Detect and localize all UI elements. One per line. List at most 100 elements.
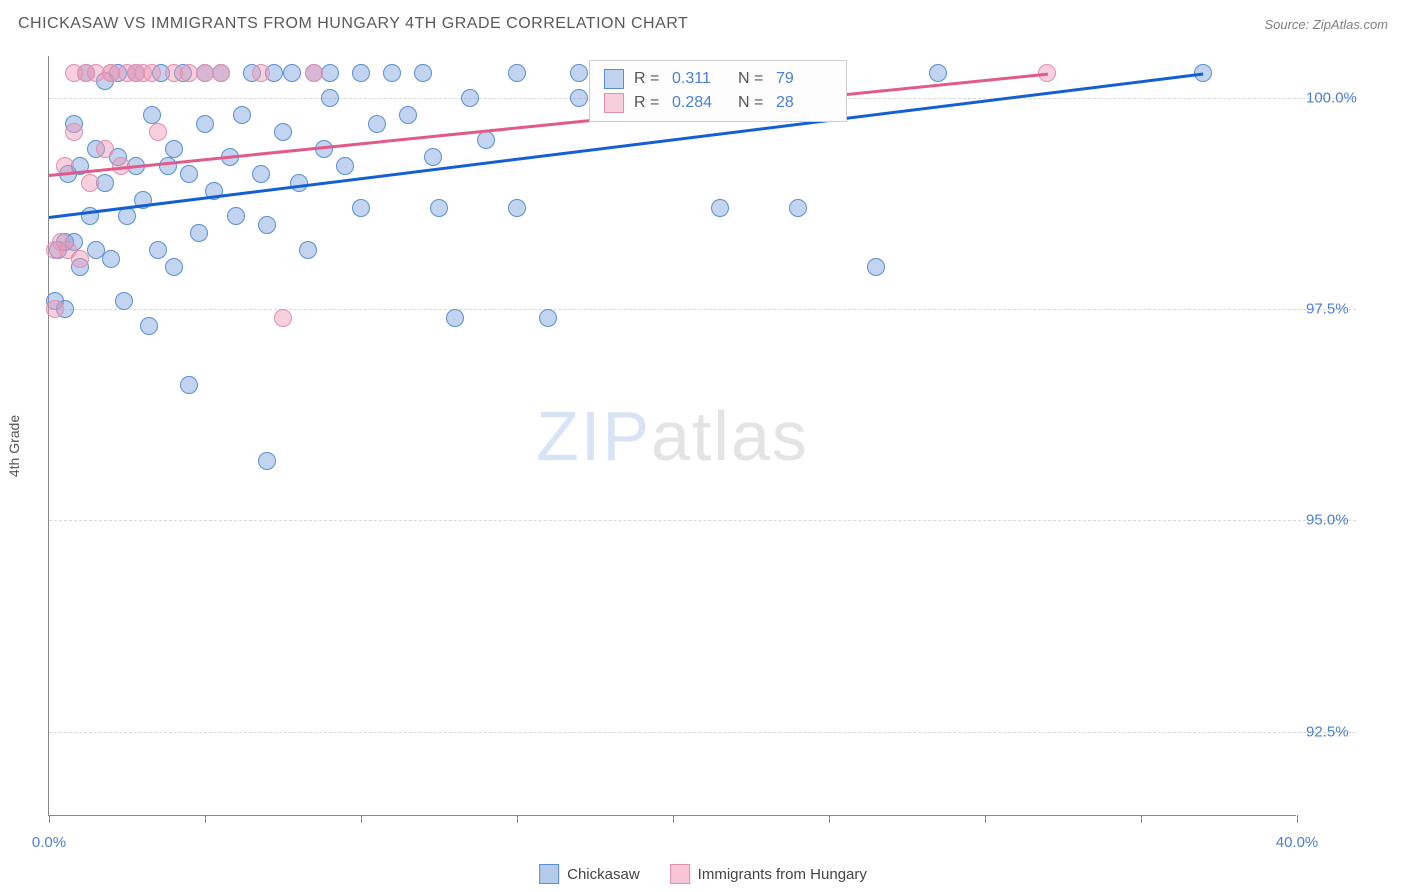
data-point [258, 216, 276, 234]
data-point [321, 64, 339, 82]
y-tick-label: 100.0% [1306, 90, 1396, 107]
stat-label-r: R = [634, 70, 662, 88]
data-point [159, 157, 177, 175]
x-tick [205, 815, 206, 823]
data-point [149, 241, 167, 259]
data-point [539, 309, 557, 327]
data-point [321, 89, 339, 107]
data-point [446, 309, 464, 327]
data-point [46, 300, 64, 318]
data-point [143, 64, 161, 82]
stats-swatch [604, 69, 624, 89]
y-tick-label: 97.5% [1306, 301, 1396, 318]
watermark-atlas: atlas [651, 397, 809, 475]
x-tick-label: 0.0% [32, 834, 66, 851]
legend-item-chickasaw: Chickasaw [539, 864, 640, 884]
data-point [190, 224, 208, 242]
stats-legend-box: R = 0.311 N = 79 R = 0.284 N = 28 [589, 60, 847, 122]
legend-item-hungary: Immigrants from Hungary [670, 864, 867, 884]
data-point [274, 309, 292, 327]
data-point [789, 199, 807, 217]
watermark-zip: ZIP [536, 397, 651, 475]
data-point [570, 64, 588, 82]
data-point [180, 376, 198, 394]
data-point [96, 140, 114, 158]
legend-label-hungary: Immigrants from Hungary [698, 866, 867, 883]
x-tick-label: 40.0% [1276, 834, 1319, 851]
data-point [283, 64, 301, 82]
legend-swatch-hungary [670, 864, 690, 884]
y-axis-label: 4th Grade [6, 415, 22, 477]
y-tick-label: 92.5% [1306, 723, 1396, 740]
data-point [305, 64, 323, 82]
stat-value-n: 79 [776, 70, 832, 88]
stats-row: R = 0.311 N = 79 [604, 67, 832, 91]
legend-swatch-chickasaw [539, 864, 559, 884]
stat-value-r: 0.284 [672, 94, 728, 112]
watermark: ZIPatlas [536, 396, 809, 476]
data-point [252, 64, 270, 82]
data-point [102, 250, 120, 268]
data-point [368, 115, 386, 133]
data-point [414, 64, 432, 82]
data-point [143, 106, 161, 124]
data-point [252, 165, 270, 183]
gridline-h [49, 520, 1356, 521]
bottom-legend: Chickasaw Immigrants from Hungary [539, 864, 867, 884]
stats-swatch [604, 93, 624, 113]
gridline-h [49, 309, 1356, 310]
data-point [399, 106, 417, 124]
data-point [352, 199, 370, 217]
data-point [508, 199, 526, 217]
data-point [290, 174, 308, 192]
x-tick [673, 815, 674, 823]
stat-label-n: N = [738, 94, 766, 112]
data-point [352, 64, 370, 82]
data-point [383, 64, 401, 82]
data-point [71, 250, 89, 268]
data-point [165, 258, 183, 276]
chart-header: CHICKASAW VS IMMIGRANTS FROM HUNGARY 4TH… [0, 0, 1406, 48]
x-tick [985, 815, 986, 823]
data-point [508, 64, 526, 82]
scatter-plot-area: ZIPatlas 92.5%95.0%97.5%100.0%0.0%40.0%R… [48, 56, 1296, 816]
data-point [424, 148, 442, 166]
data-point [196, 115, 214, 133]
chart-title: CHICKASAW VS IMMIGRANTS FROM HUNGARY 4TH… [18, 15, 688, 33]
data-point [711, 199, 729, 217]
data-point [118, 207, 136, 225]
x-tick [49, 815, 50, 823]
x-tick [1297, 815, 1298, 823]
stat-value-r: 0.311 [672, 70, 728, 88]
data-point [149, 123, 167, 141]
data-point [867, 258, 885, 276]
data-point [115, 292, 133, 310]
stat-label-n: N = [738, 70, 766, 88]
data-point [96, 174, 114, 192]
data-point [233, 106, 251, 124]
gridline-h [49, 732, 1356, 733]
data-point [274, 123, 292, 141]
data-point [81, 174, 99, 192]
y-tick-label: 95.0% [1306, 512, 1396, 529]
x-tick [361, 815, 362, 823]
data-point [570, 89, 588, 107]
data-point [336, 157, 354, 175]
legend-label-chickasaw: Chickasaw [567, 866, 640, 883]
x-tick [829, 815, 830, 823]
x-tick [1141, 815, 1142, 823]
stat-value-n: 28 [776, 94, 832, 112]
source-attribution: Source: ZipAtlas.com [1264, 17, 1388, 32]
data-point [140, 317, 158, 335]
stat-label-r: R = [634, 94, 662, 112]
data-point [430, 199, 448, 217]
data-point [227, 207, 245, 225]
stats-row: R = 0.284 N = 28 [604, 91, 832, 115]
data-point [258, 452, 276, 470]
data-point [212, 64, 230, 82]
data-point [461, 89, 479, 107]
data-point [477, 131, 495, 149]
x-tick [517, 815, 518, 823]
data-point [65, 123, 83, 141]
data-point [299, 241, 317, 259]
